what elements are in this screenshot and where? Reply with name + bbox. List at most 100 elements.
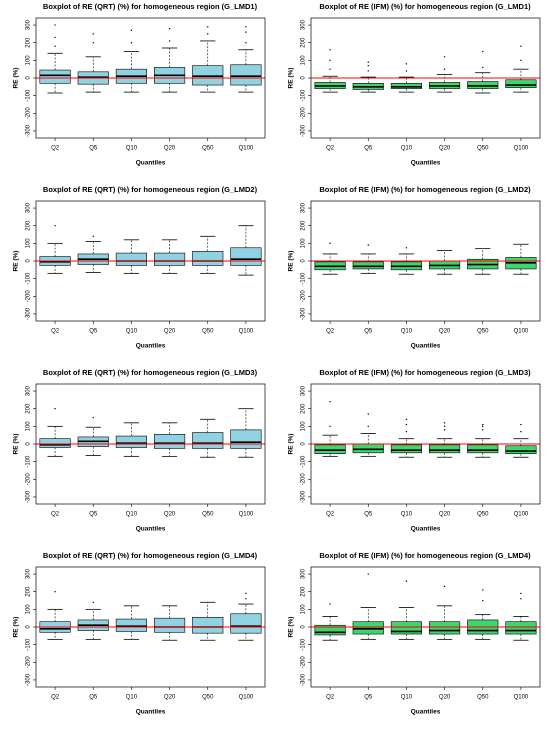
box [314, 624, 346, 636]
y-tick-label: 300 [26, 385, 32, 396]
x-axis-label: Quantiles [411, 526, 441, 533]
y-tick-label: -100 [301, 89, 307, 102]
box [39, 69, 71, 84]
y-axis-label: RE (%) [288, 434, 295, 455]
y-tick-label: 200 [26, 220, 32, 231]
chart-title: Boxplot of RE (QRT) (%) for homogeneous … [43, 185, 258, 194]
outlier [482, 50, 484, 53]
y-tick-label: 0 [26, 625, 32, 629]
outlier [520, 423, 522, 426]
outlier [207, 26, 209, 28]
y-axis-label: RE (%) [13, 251, 20, 272]
panel: Boxplot of RE (QRT) (%) for homogeneous … [13, 185, 266, 350]
outlier [54, 45, 56, 47]
x-tick-label: Q10 [126, 512, 138, 518]
box [230, 429, 262, 449]
panel: Boxplot of RE (IFM) (%) for homogeneous … [288, 368, 541, 533]
box [115, 435, 147, 448]
outlier [405, 418, 408, 420]
outlier [245, 31, 247, 33]
y-axis-label: RE (%) [288, 617, 295, 638]
outlier [367, 573, 369, 575]
x-tick-label: Q10 [126, 329, 138, 335]
y-tick-label: -200 [301, 473, 307, 486]
box [115, 252, 147, 266]
x-tick-label: Q2 [51, 695, 60, 701]
y-tick-label: -100 [26, 89, 32, 102]
outlier [92, 33, 94, 35]
outlier [329, 59, 331, 62]
plot-frame [35, 383, 266, 505]
y-tick-label: 200 [301, 586, 307, 597]
x-tick-label: Q20 [164, 146, 176, 152]
box [467, 81, 499, 89]
outlier [405, 247, 408, 249]
box [352, 443, 384, 454]
outlier [405, 430, 408, 433]
y-tick-label: 100 [26, 421, 32, 432]
outlier [482, 423, 484, 426]
x-tick-label: Q100 [239, 695, 254, 701]
outlier [54, 225, 56, 227]
y-tick-label: 300 [26, 19, 32, 30]
outlier [520, 45, 522, 47]
box [192, 250, 224, 266]
y-tick-label: 0 [26, 259, 32, 263]
x-tick-label: Q100 [239, 512, 254, 518]
outlier [443, 56, 446, 58]
y-tick-label: 200 [301, 220, 307, 231]
x-tick-label: Q20 [164, 512, 176, 518]
chart-title: Boxplot of RE (IFM) (%) for homogeneous … [319, 2, 531, 11]
x-tick-label: Q50 [477, 512, 489, 518]
x-tick-label: Q10 [126, 146, 138, 152]
y-axis-label: RE (%) [288, 68, 295, 89]
x-tick-label: Q5 [89, 512, 98, 518]
x-tick-label: Q50 [202, 329, 214, 335]
y-tick-label: 0 [301, 76, 307, 80]
x-tick-label: Q10 [401, 146, 413, 152]
outlier [482, 599, 484, 602]
outlier [130, 29, 133, 32]
outlier [329, 49, 331, 51]
y-tick-label: 200 [26, 586, 32, 597]
outlier [329, 400, 331, 403]
y-tick-label: 300 [26, 202, 32, 213]
y-axis-label: RE (%) [13, 68, 20, 89]
x-tick-label: Q20 [439, 329, 451, 335]
outlier [245, 592, 247, 595]
x-axis-label: Quantiles [411, 343, 441, 350]
x-tick-label: Q2 [326, 695, 335, 701]
outlier [482, 429, 484, 431]
y-tick-label: -300 [26, 124, 32, 137]
x-tick-label: Q20 [164, 329, 176, 335]
x-tick-label: Q10 [401, 512, 413, 518]
chart-title: Boxplot of RE (QRT) (%) for homogeneous … [43, 551, 258, 560]
x-axis-label: Quantiles [136, 709, 166, 716]
y-tick-label: 100 [301, 604, 307, 615]
box [314, 444, 346, 455]
box [192, 65, 224, 86]
chart-title: Boxplot of RE (IFM) (%) for homogeneous … [319, 368, 531, 377]
x-tick-label: Q5 [89, 146, 98, 152]
plot-frame [310, 383, 541, 505]
outlier [405, 580, 408, 582]
y-tick-label: 0 [301, 259, 307, 263]
x-axis-label: Quantiles [136, 526, 166, 533]
outlier [54, 591, 56, 593]
box [467, 444, 499, 454]
outlier [405, 423, 408, 426]
panel: Boxplot of RE (IFM) (%) for homogeneous … [288, 551, 541, 716]
outlier [168, 27, 171, 30]
y-tick-label: 300 [301, 568, 307, 579]
plot-frame [35, 200, 266, 322]
outlier [329, 242, 331, 245]
y-tick-label: 100 [301, 238, 307, 249]
y-tick-label: 300 [301, 19, 307, 30]
outlier [329, 425, 331, 428]
x-tick-label: Q20 [164, 695, 176, 701]
box [505, 445, 537, 455]
y-tick-label: -100 [301, 272, 307, 285]
y-tick-label: 200 [301, 403, 307, 414]
y-tick-label: -300 [301, 490, 307, 503]
y-axis-label: RE (%) [13, 617, 20, 638]
